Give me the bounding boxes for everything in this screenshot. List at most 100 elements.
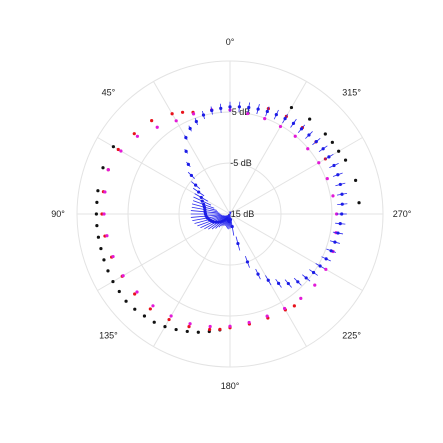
data-point: [237, 105, 241, 109]
data-point: [330, 140, 334, 144]
data-point: [197, 190, 201, 194]
data-point: [321, 147, 325, 151]
data-point: [324, 257, 328, 261]
data-point: [155, 125, 159, 129]
data-point: [151, 304, 155, 308]
angle-tick-label: 45°: [102, 87, 116, 97]
grid-spoke: [229, 81, 307, 215]
data-point: [169, 314, 173, 318]
data-point: [117, 289, 121, 294]
data-point: [208, 324, 212, 329]
data-point: [196, 330, 200, 334]
data-point: [150, 119, 154, 123]
data-point: [325, 176, 329, 181]
angle-tick-label: 225°: [342, 331, 361, 341]
data-point: [202, 205, 206, 209]
data-point: [246, 111, 250, 116]
data-point: [333, 240, 337, 244]
polar-labels: 0° 45° 90° 135° 180° 225° 270° 315° 5 dB -5 dB -15…: [51, 37, 412, 391]
data-point: [313, 283, 317, 287]
data-point: [219, 106, 223, 110]
data-point: [324, 267, 328, 271]
data-point: [340, 192, 344, 196]
data-point: [274, 113, 278, 117]
data-point: [278, 124, 283, 129]
grid-spoke: [153, 81, 231, 215]
series-blue: [184, 101, 348, 288]
data-point: [318, 264, 322, 268]
data-point: [106, 168, 110, 172]
data-point: [99, 246, 103, 251]
data-points: [94, 101, 361, 334]
data-point: [228, 105, 232, 109]
radial-tick-label: 5 dB: [232, 107, 251, 117]
grid-spoke: [229, 213, 363, 291]
data-point: [186, 162, 190, 166]
data-point: [96, 189, 100, 193]
data-point: [95, 224, 99, 228]
data-point: [340, 212, 344, 216]
data-point: [299, 127, 304, 131]
data-point: [340, 202, 344, 206]
data-point: [338, 182, 342, 187]
series-black: [94, 105, 361, 334]
data-point: [306, 147, 310, 151]
data-point: [291, 121, 296, 125]
data-point: [230, 224, 234, 229]
data-point: [354, 178, 358, 182]
data-point: [256, 272, 260, 276]
data-point: [184, 135, 188, 140]
data-point: [142, 314, 147, 318]
data-point: [95, 200, 99, 204]
data-point: [299, 296, 303, 300]
data-point: [170, 112, 174, 116]
data-point: [293, 134, 297, 138]
data-point: [189, 173, 194, 178]
data-point: [194, 183, 198, 187]
angle-tick-label: 90°: [51, 209, 65, 219]
data-point: [338, 222, 342, 226]
data-point: [184, 149, 188, 153]
data-point: [133, 292, 137, 296]
data-point: [286, 281, 290, 286]
data-point: [194, 119, 198, 124]
angle-tick-label: 0°: [226, 37, 235, 47]
data-point: [307, 133, 311, 137]
data-point: [265, 314, 269, 318]
data-point: [111, 145, 115, 149]
data-point: [282, 306, 287, 311]
data-point: [124, 299, 128, 303]
data-point: [336, 173, 340, 177]
data-point: [263, 117, 267, 121]
angle-tick-label: 180°: [221, 381, 240, 391]
data-point: [187, 325, 191, 329]
data-point: [327, 155, 331, 159]
data-point: [152, 320, 156, 324]
data-point: [116, 147, 120, 152]
data-point: [103, 190, 107, 194]
data-point: [200, 199, 204, 203]
data-point: [188, 322, 192, 326]
data-point: [317, 161, 321, 165]
data-point: [163, 325, 167, 329]
series-red: [100, 106, 328, 332]
angle-tick-label: 315°: [342, 87, 361, 97]
data-point: [106, 269, 110, 273]
data-point: [132, 132, 136, 136]
data-point: [314, 139, 318, 144]
data-point: [265, 109, 269, 114]
data-point: [111, 254, 115, 259]
data-point: [188, 126, 192, 131]
data-point: [329, 249, 333, 253]
data-point: [228, 324, 232, 328]
angle-tick-label: 135°: [99, 331, 118, 341]
data-point: [357, 201, 361, 205]
data-point: [236, 241, 240, 246]
data-point: [218, 327, 222, 331]
data-point: [331, 194, 335, 198]
data-point: [135, 134, 140, 138]
data-point: [191, 112, 196, 116]
data-point: [167, 317, 171, 322]
data-point: [148, 307, 152, 311]
